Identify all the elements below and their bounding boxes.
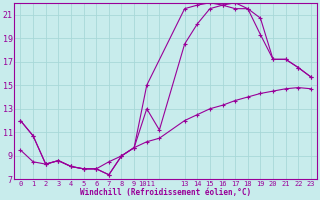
X-axis label: Windchill (Refroidissement éolien,°C): Windchill (Refroidissement éolien,°C) bbox=[80, 188, 251, 197]
